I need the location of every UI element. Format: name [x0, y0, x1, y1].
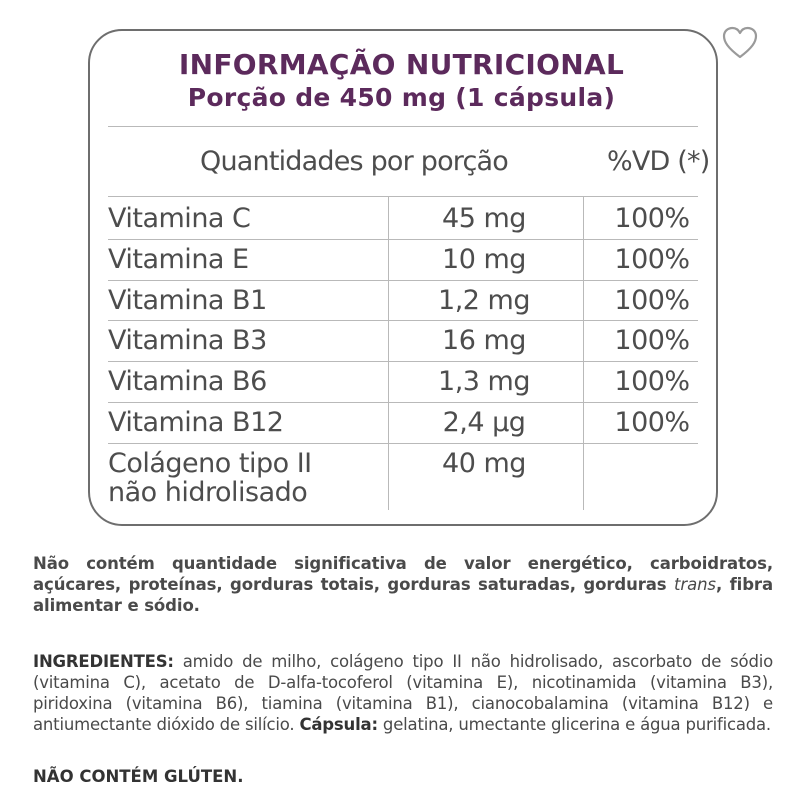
row-amount: 16 mg [442, 325, 526, 356]
row-divider [108, 402, 698, 403]
ingredients-text: amido de milho, colágeno tipo II não hid… [33, 652, 773, 734]
header-vd: %VD (*) [607, 146, 710, 177]
row-vd: 100% [614, 407, 690, 438]
row-divider [108, 320, 698, 321]
divider-under-title [108, 126, 698, 127]
row-amount: 45 mg [442, 203, 526, 234]
row-vd: 100% [614, 244, 690, 275]
portion-label: Porção de 450 mg (1 cápsula) [187, 83, 616, 112]
gluten-free-note: NÃO CONTÉM GLÚTEN. [33, 767, 244, 786]
row-amount: 10 mg [442, 244, 526, 275]
row-vd: 100% [614, 203, 690, 234]
not-contains-note: Não contém quantidade significativa de v… [33, 553, 773, 616]
nutrition-table-frame [88, 29, 718, 526]
row-name: Vitamina E [108, 244, 249, 275]
row-name: Vitamina B3 [108, 325, 267, 356]
capsule-text: gelatina, umectante glicerina e água pur… [377, 715, 771, 734]
not-contains-text-end: , fibra alimentar e sódio. [33, 575, 773, 615]
table-title: INFORMAÇÃO NUTRICIONAL [178, 48, 625, 81]
row-name: Vitamina B1 [108, 285, 267, 316]
row-name: Vitamina B6 [108, 366, 267, 397]
row-amount: 1,3 mg [438, 366, 530, 397]
row-name: Vitamina B12 [108, 407, 284, 438]
row-vd: 100% [614, 325, 690, 356]
divider-under-header [108, 196, 698, 197]
row-name: Vitamina C [108, 203, 251, 234]
row-name-line2: não hidrolisado [108, 477, 308, 508]
heart-icon[interactable] [722, 26, 758, 60]
row-divider [108, 361, 698, 362]
row-divider [108, 239, 698, 240]
row-amount: 40 mg [442, 448, 526, 479]
row-divider [108, 443, 698, 444]
capsule-label: Cápsula: [299, 715, 378, 734]
column-divider [583, 196, 584, 510]
header-quantity: Quantidades por porção [200, 146, 509, 177]
row-divider [108, 280, 698, 281]
row-name-line1: Colágeno tipo II [108, 448, 312, 479]
row-amount: 1,2 mg [438, 285, 530, 316]
row-vd: 100% [614, 285, 690, 316]
not-contains-text: Não contém quantidade significativa de v… [33, 554, 773, 594]
row-amount: 2,4 µg [442, 407, 526, 438]
ingredients-paragraph: INGREDIENTES: amido de milho, colágeno t… [33, 651, 773, 735]
ingredients-label: INGREDIENTES: [33, 652, 174, 671]
column-divider [388, 196, 389, 510]
trans-word: trans [674, 575, 716, 594]
row-vd: 100% [614, 366, 690, 397]
